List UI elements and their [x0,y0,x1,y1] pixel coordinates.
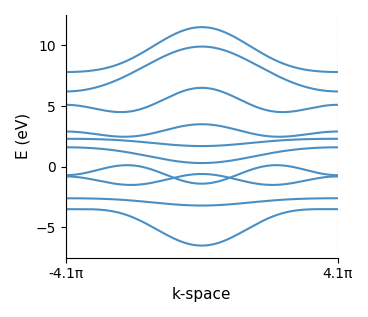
Y-axis label: E (eV): E (eV) [15,113,30,159]
X-axis label: k-space: k-space [172,287,231,302]
